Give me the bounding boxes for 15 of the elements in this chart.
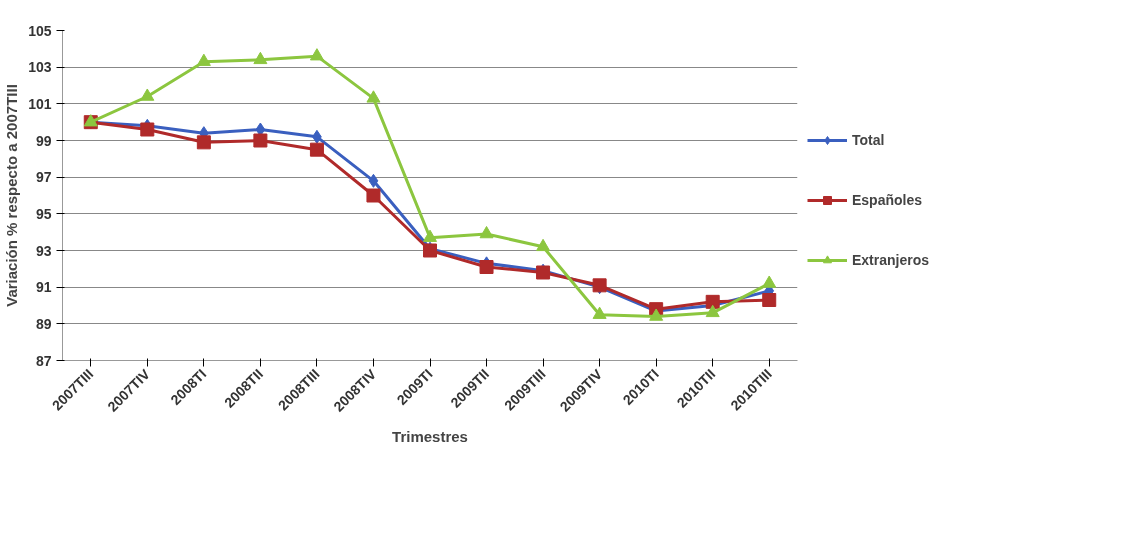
legend-label: Españoles <box>852 192 923 208</box>
y-tick-label: 97 <box>35 169 52 186</box>
y-tick-label: 99 <box>35 132 52 149</box>
x-axis-title: Trimestres <box>392 428 468 446</box>
y-tick-label: 103 <box>28 59 52 76</box>
y-axis-title: Variación % respecto a 2007TIII <box>3 84 21 307</box>
legend-label: Total <box>852 132 885 148</box>
y-tick-label: 95 <box>35 205 52 222</box>
y-tick-label: 87 <box>35 352 52 369</box>
y-tick-label: 91 <box>35 279 52 296</box>
y-tick-label: 105 <box>28 22 52 39</box>
y-tick-label: 93 <box>35 242 52 259</box>
y-tick-label: 89 <box>35 315 52 332</box>
legend-label: Extranjeros <box>852 252 930 268</box>
y-tick-label: 101 <box>28 95 52 112</box>
